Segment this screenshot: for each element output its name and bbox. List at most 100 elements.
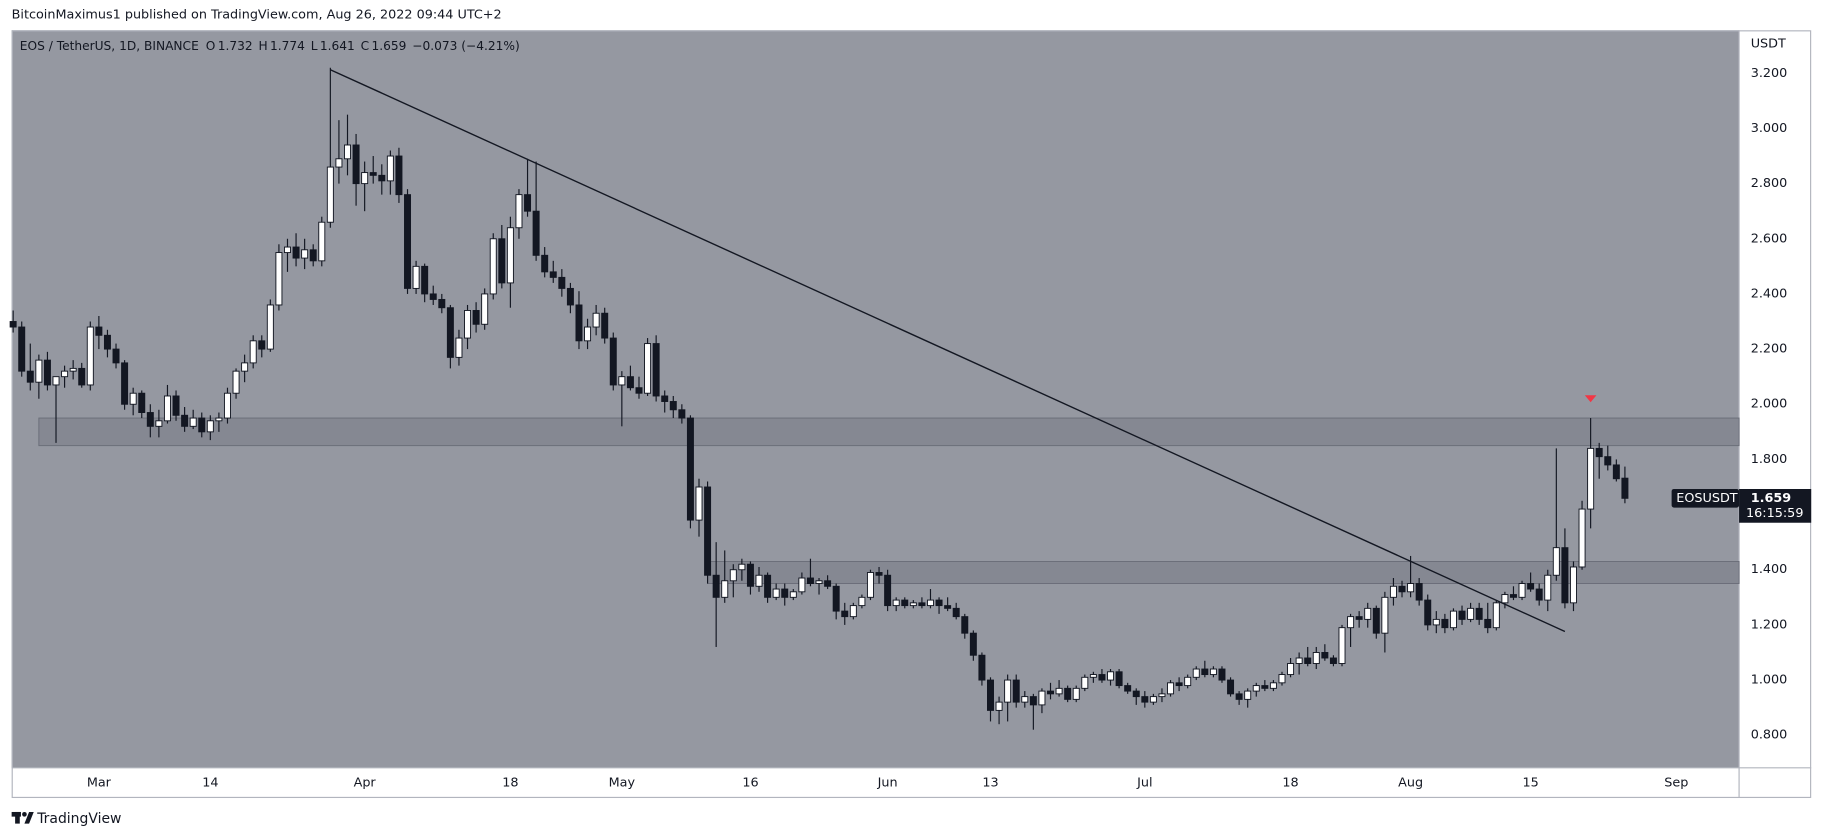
candle-body (1312, 652, 1320, 664)
candle-body (1184, 676, 1192, 687)
footer-brand: TradingView (36, 811, 121, 827)
candle-body (146, 412, 154, 427)
candle-body (1458, 610, 1466, 620)
candle-body (35, 359, 43, 383)
candle-body (669, 401, 677, 411)
candle-body (1012, 679, 1020, 703)
candle-body (1544, 574, 1552, 601)
candle-body (721, 580, 729, 598)
ticker-label: EOSUSDT (1676, 491, 1738, 506)
candle-body (575, 304, 583, 342)
candle-body (121, 362, 129, 405)
candle-body (618, 376, 626, 386)
candle-body (309, 249, 317, 262)
candle-body (464, 310, 472, 339)
ohlc-value: 1.641 (320, 39, 355, 53)
ticker-badge (1671, 489, 1740, 508)
change: −0.073 (−4.21%) (412, 39, 520, 53)
candle-body (866, 572, 874, 598)
candle-body (386, 155, 394, 182)
x-tick-label: Jul (1136, 775, 1152, 790)
candle-body (1389, 585, 1397, 598)
candle-body (283, 246, 291, 254)
support-zone (38, 417, 1740, 447)
candle-body (806, 577, 814, 584)
unit-label: USDT (1751, 37, 1786, 52)
candle-body (1329, 657, 1337, 664)
candle-body (241, 362, 249, 372)
candle-body (198, 417, 206, 433)
candle-body (1235, 693, 1243, 700)
candle-body (1149, 696, 1157, 703)
candle-body (626, 376, 634, 389)
candle-body (378, 174, 386, 182)
candle-body (1227, 679, 1235, 695)
x-tick-label: Jun (877, 775, 898, 790)
ohlc-letter: O (206, 39, 216, 53)
countdown: 16:15:59 (1746, 506, 1803, 521)
candle-body (841, 610, 849, 618)
candle-body (901, 599, 909, 607)
candle-body (678, 409, 686, 419)
candle-body (961, 616, 969, 634)
candle-body (558, 276, 566, 289)
candle-body (781, 588, 789, 598)
candle-body (549, 271, 557, 278)
candle-body (1578, 508, 1586, 568)
candle-body (824, 580, 832, 587)
candle-body (1467, 607, 1475, 620)
candle-body (1398, 585, 1406, 593)
y-tick-label: 1.200 (1751, 617, 1788, 632)
candle-body (1355, 616, 1363, 620)
candle-body (1381, 596, 1389, 634)
candle-body (1261, 685, 1269, 689)
candle-body (1175, 682, 1183, 687)
candle-body (944, 605, 952, 609)
candle-body (429, 293, 437, 300)
candle-body (1484, 618, 1492, 629)
candle-body (695, 486, 703, 521)
candle-body (884, 574, 892, 607)
candle-body (1518, 583, 1526, 598)
candle-body (103, 334, 111, 350)
candle-body (155, 420, 163, 427)
candle-body (326, 166, 334, 223)
candle-body (969, 632, 977, 656)
candle-body (361, 172, 369, 185)
candle-body (1107, 671, 1115, 681)
candle-body (318, 221, 326, 262)
candle-body (1509, 594, 1517, 598)
candle-body (266, 304, 274, 350)
candle-body (506, 227, 514, 284)
candle-body (335, 158, 343, 168)
candle-body (515, 194, 523, 229)
candle-body (1269, 682, 1277, 689)
candle-body (704, 486, 712, 576)
x-tick-label: Mar (87, 775, 112, 790)
candle-body (1415, 583, 1423, 601)
candle-body (584, 326, 592, 342)
candle-body (815, 580, 823, 584)
candle-body (275, 252, 283, 306)
trendline (330, 69, 1566, 633)
candle-body (1038, 690, 1046, 706)
candle-body (566, 287, 574, 306)
candle-body (1209, 668, 1217, 676)
y-tick-label: 2.000 (1751, 397, 1788, 412)
candle-body (832, 585, 840, 612)
candle-body (712, 574, 720, 598)
candle-body (1141, 696, 1149, 703)
candle-body (1612, 464, 1620, 480)
candle-body (1569, 566, 1577, 604)
candle-body (738, 563, 746, 571)
candle-body (926, 599, 934, 607)
x-tick-label: 18 (502, 775, 518, 790)
candle-body (686, 417, 694, 521)
candle-body (1167, 682, 1175, 695)
y-tick-label: 1.800 (1751, 452, 1788, 467)
candle-body (455, 337, 463, 358)
candle-body (18, 326, 26, 372)
author-line: BitcoinMaximus1 published on TradingView… (12, 8, 502, 23)
candle-body (481, 293, 489, 325)
candle-body (43, 359, 51, 386)
